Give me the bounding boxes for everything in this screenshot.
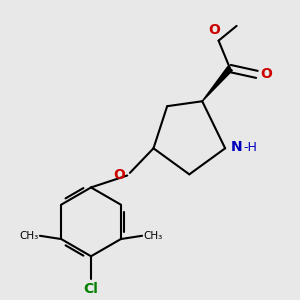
Polygon shape: [202, 67, 232, 101]
Text: Cl: Cl: [84, 283, 98, 296]
Text: CH₃: CH₃: [144, 231, 163, 241]
Text: O: O: [209, 23, 220, 37]
Text: O: O: [113, 167, 125, 182]
Text: CH₃: CH₃: [19, 231, 38, 241]
Text: N: N: [231, 140, 243, 154]
Text: O: O: [260, 67, 272, 81]
Text: -H: -H: [243, 141, 257, 154]
